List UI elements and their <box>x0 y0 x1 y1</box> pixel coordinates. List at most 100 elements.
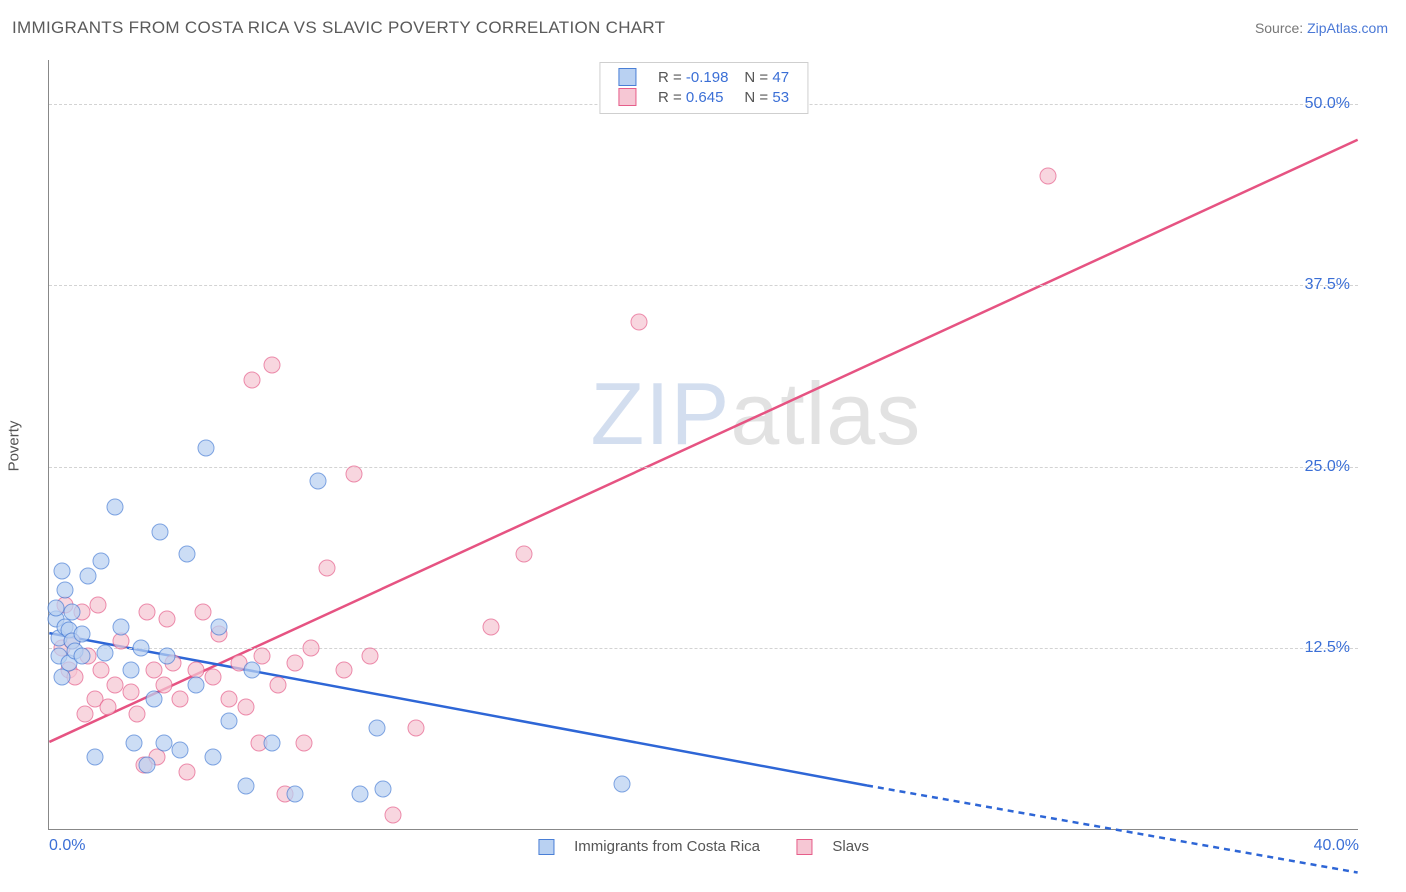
scatter-point-b <box>361 647 378 664</box>
scatter-point-b <box>1039 168 1056 185</box>
scatter-point-a <box>96 644 113 661</box>
gridline <box>49 648 1358 649</box>
swatch-series-a <box>618 68 636 86</box>
scatter-point-a <box>244 662 261 679</box>
scatter-point-b <box>253 647 270 664</box>
scatter-point-b <box>221 691 238 708</box>
scatter-point-b <box>244 371 261 388</box>
scatter-point-b <box>172 691 189 708</box>
scatter-point-a <box>54 669 71 686</box>
scatter-point-b <box>77 705 94 722</box>
scatter-point-b <box>99 698 116 715</box>
y-tick-label: 37.5% <box>1299 276 1350 294</box>
swatch-series-a-bottom <box>538 839 554 855</box>
scatter-point-b <box>204 669 221 686</box>
legend-n-value-b: 53 <box>772 89 789 106</box>
scatter-point-b <box>345 466 362 483</box>
scatter-point-a <box>47 599 64 616</box>
watermark: ZIPatlas <box>590 363 921 465</box>
watermark-atlas: atlas <box>730 364 921 463</box>
legend-r-value-a: -0.198 <box>686 69 729 86</box>
legend-stats-row-b: R = 0.645 N = 53 <box>610 87 797 107</box>
scatter-point-a <box>368 720 385 737</box>
scatter-point-a <box>73 647 90 664</box>
scatter-point-a <box>286 785 303 802</box>
legend-stats-row-a: R = -0.198 N = 47 <box>610 67 797 87</box>
scatter-point-a <box>122 662 139 679</box>
scatter-point-b <box>178 763 195 780</box>
y-tick-label: 25.0% <box>1299 458 1350 476</box>
source-link[interactable]: ZipAtlas.com <box>1307 20 1388 36</box>
legend-n-label: N = <box>744 89 768 106</box>
watermark-zip: ZIP <box>590 364 730 463</box>
legend-label-b: Slavs <box>832 838 869 855</box>
x-tick-label: 0.0% <box>49 837 85 855</box>
scatter-point-b <box>335 662 352 679</box>
scatter-point-a <box>375 781 392 798</box>
scatter-point-a <box>309 473 326 490</box>
plot-area: R = -0.198 N = 47 R = 0.645 N = 53 ZIPat… <box>48 60 1358 830</box>
scatter-point-b <box>483 618 500 635</box>
scatter-point-b <box>90 596 107 613</box>
scatter-point-a <box>145 691 162 708</box>
scatter-point-a <box>221 713 238 730</box>
scatter-point-b <box>158 611 175 628</box>
scatter-point-b <box>106 676 123 693</box>
legend-r-label: R = <box>658 89 682 106</box>
scatter-point-a <box>54 563 71 580</box>
scatter-point-a <box>106 499 123 516</box>
x-tick-label: 40.0% <box>1314 837 1359 855</box>
scatter-point-b <box>263 357 280 374</box>
legend-n-label: N = <box>744 69 768 86</box>
legend-stats: R = -0.198 N = 47 R = 0.645 N = 53 <box>599 62 808 114</box>
scatter-point-a <box>63 604 80 621</box>
scatter-point-b <box>237 698 254 715</box>
scatter-point-b <box>319 560 336 577</box>
scatter-point-a <box>155 734 172 751</box>
scatter-point-b <box>194 604 211 621</box>
scatter-point-b <box>630 313 647 330</box>
scatter-point-a <box>158 647 175 664</box>
scatter-point-a <box>172 742 189 759</box>
scatter-point-b <box>93 662 110 679</box>
scatter-point-a <box>198 439 215 456</box>
scatter-point-b <box>407 720 424 737</box>
scatter-point-a <box>132 640 149 657</box>
scatter-point-a <box>614 775 631 792</box>
scatter-point-a <box>80 567 97 584</box>
scatter-point-a <box>113 618 130 635</box>
legend-label-a: Immigrants from Costa Rica <box>574 838 760 855</box>
scatter-point-b <box>129 705 146 722</box>
scatter-point-b <box>286 654 303 671</box>
chart-title: IMMIGRANTS FROM COSTA RICA VS SLAVIC POV… <box>12 18 665 38</box>
legend-series: Immigrants from Costa Rica Slavs <box>522 838 885 855</box>
scatter-point-b <box>384 807 401 824</box>
scatter-point-b <box>270 676 287 693</box>
source-attribution: Source: ZipAtlas.com <box>1255 20 1388 36</box>
scatter-point-a <box>93 553 110 570</box>
scatter-point-a <box>139 756 156 773</box>
legend-n-value-a: 47 <box>772 69 789 86</box>
scatter-point-a <box>263 734 280 751</box>
scatter-point-a <box>211 618 228 635</box>
scatter-point-b <box>303 640 320 657</box>
scatter-point-b <box>139 604 156 621</box>
swatch-series-b <box>618 88 636 106</box>
scatter-point-a <box>126 734 143 751</box>
scatter-point-b <box>122 683 139 700</box>
y-tick-label: 12.5% <box>1299 639 1350 657</box>
gridline <box>49 467 1358 468</box>
y-axis-label: Poverty <box>6 421 23 472</box>
source-prefix: Source: <box>1255 20 1307 36</box>
scatter-point-a <box>152 524 169 541</box>
scatter-point-b <box>515 545 532 562</box>
scatter-point-a <box>352 785 369 802</box>
legend-r-label: R = <box>658 69 682 86</box>
scatter-point-a <box>57 582 74 599</box>
swatch-series-b-bottom <box>796 839 812 855</box>
scatter-point-a <box>73 625 90 642</box>
scatter-point-a <box>204 749 221 766</box>
scatter-point-b <box>113 633 130 650</box>
scatter-point-a <box>86 749 103 766</box>
scatter-point-a <box>237 778 254 795</box>
